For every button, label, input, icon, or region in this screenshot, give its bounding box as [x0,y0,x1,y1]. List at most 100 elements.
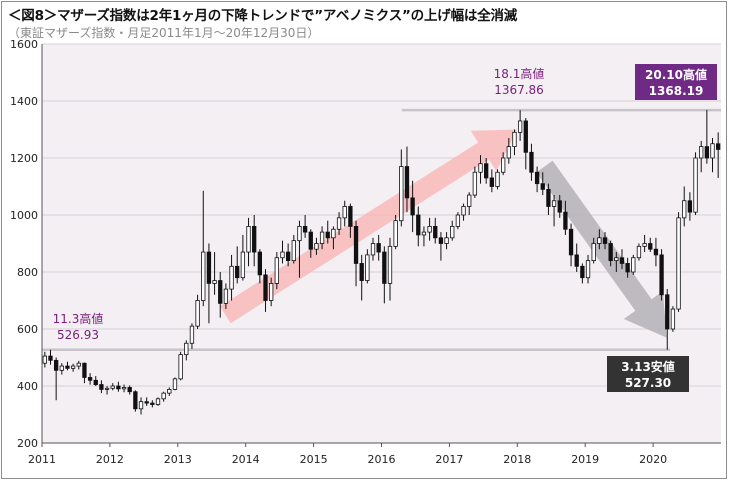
y-tick-label: 1000 [10,209,38,222]
candle-body [489,177,494,187]
candle [710,138,715,173]
candle-body [325,231,330,239]
candle [161,391,166,402]
candle [676,212,681,312]
candle-body [348,206,353,227]
candle-body [201,251,206,301]
candle-body [314,243,319,250]
candle [716,132,721,178]
candle-body [195,300,200,327]
candle [433,217,438,244]
x-tick-label: 2014 [232,453,260,466]
candle-body [648,243,653,250]
candle [269,277,274,307]
candle-body [602,237,608,244]
candle [93,376,98,386]
annotations: 11.3高値 526.93 18.1高値 1367.86 20.10高値 1368.19 3… [53,64,717,392]
candle-body [574,254,579,267]
candle [659,249,664,301]
candle [585,254,591,284]
candle [87,373,93,385]
candle [201,190,206,307]
candle-body [263,274,268,301]
candle-body [65,365,70,369]
candle-body [665,294,670,330]
candle [104,386,110,395]
trend-arrow-up [220,129,518,324]
candle-body [608,243,613,262]
candle [591,237,596,264]
candle-body [359,263,364,281]
annotation-2011-high-line1: 11.3高値 [53,311,104,326]
candle-body [580,265,585,279]
candle [619,249,625,270]
candle-body [365,254,370,281]
candle [218,272,223,318]
candle-body [517,120,523,133]
candle [489,169,494,193]
candle [257,249,262,284]
candle [574,243,579,272]
candle [65,361,70,371]
candle [416,206,421,247]
candle-body [167,389,172,394]
candle-body [291,240,296,261]
candle-body [704,146,710,159]
candle [427,217,432,241]
x-tick-label: 2017 [435,453,463,466]
candle-body [710,143,715,159]
candle-body [116,385,121,390]
candle-body [353,225,359,264]
candle [551,195,557,227]
candle-body [376,243,381,253]
annotation-2020-low-line1: 3.13安値 [621,359,675,374]
x-tick-label: 2018 [503,453,531,466]
candle-body [70,365,76,369]
candle [670,306,676,332]
x-tick-label: 2011 [28,453,56,466]
candle [223,283,229,310]
candle-body [223,288,229,304]
candle-body [693,157,698,213]
candle-body [280,251,285,259]
candle [291,234,296,264]
x-tick-label: 2013 [164,453,192,466]
candle-body [144,401,149,404]
candle [557,195,562,218]
candle [240,234,246,281]
candle-body [699,146,704,159]
candle-body [257,251,262,276]
candle [534,166,540,193]
candle [495,169,500,190]
candle-body [331,228,336,239]
candle [195,294,200,329]
candle [274,252,279,290]
candle-body [212,280,217,284]
candle [699,140,704,173]
candle [642,234,647,253]
candle-body [636,245,642,259]
candle-body [529,151,534,173]
candle-body [591,243,596,262]
candle-body [319,231,325,244]
candle [410,180,415,233]
candle-body [150,402,155,405]
x-tick-label: 2015 [300,453,328,466]
candle-body [229,265,234,290]
candle [472,166,478,198]
candle [331,226,336,250]
candle-body [48,355,53,361]
candle [648,237,653,253]
candle [501,152,506,176]
candle [365,249,370,284]
candles [42,110,721,415]
candle [631,254,636,275]
candle-body [585,260,591,279]
candle-body [614,257,619,261]
candle-body [370,243,376,256]
candle-body [99,384,104,390]
candle-body [433,225,438,239]
annotation-2020-low-box [607,356,689,392]
candle-body [653,248,659,256]
